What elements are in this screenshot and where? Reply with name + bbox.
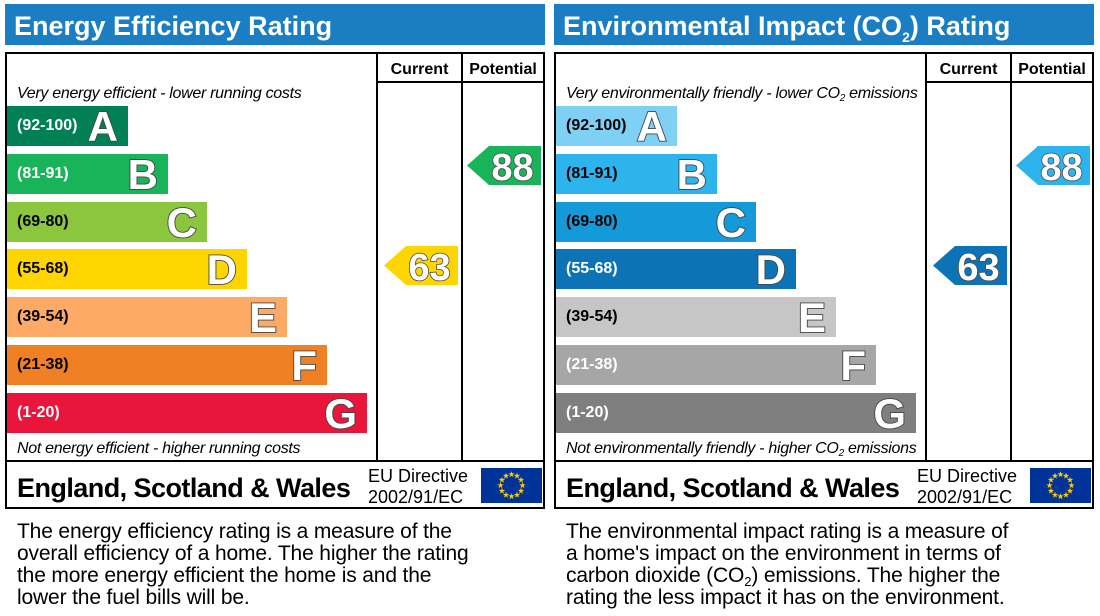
svg-text:63: 63 [408,247,450,285]
svg-text:88: 88 [1040,147,1082,185]
svg-text:63: 63 [957,247,999,285]
svg-text:88: 88 [491,147,533,185]
